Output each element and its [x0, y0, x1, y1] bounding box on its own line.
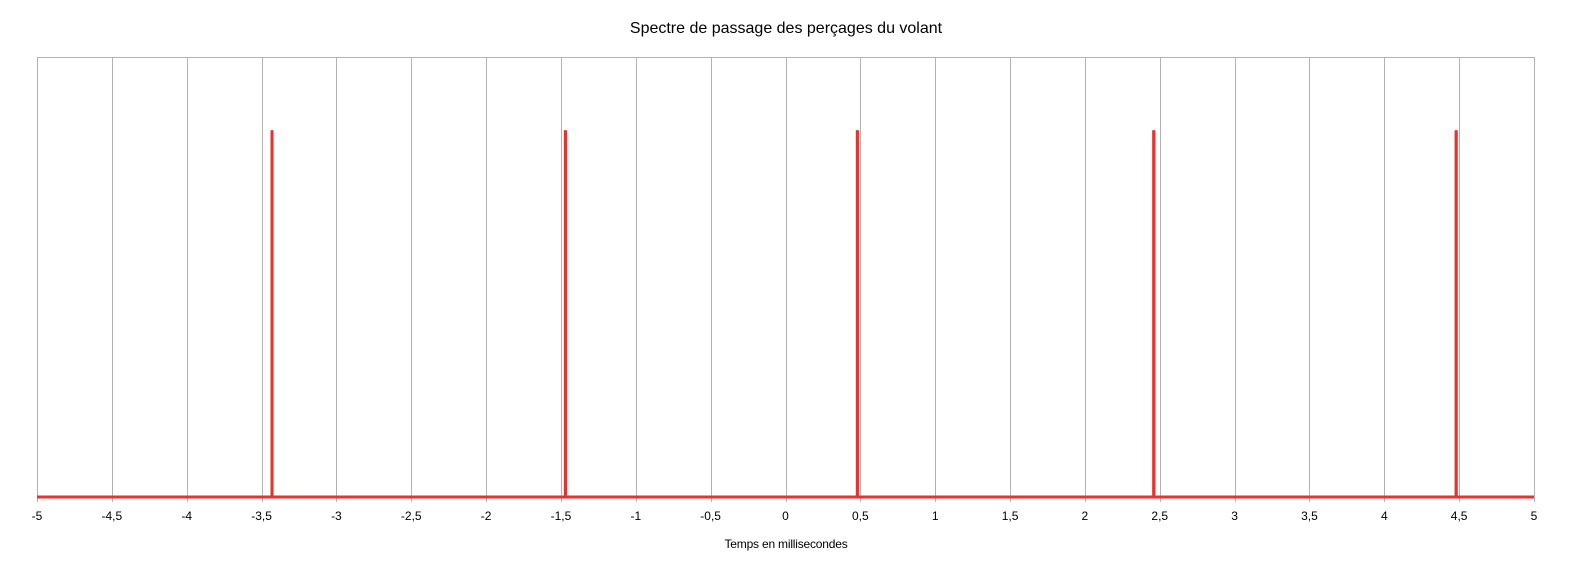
- x-tick-label: -1,5: [551, 509, 572, 523]
- x-tick-label: -0,5: [700, 509, 721, 523]
- x-tick-label: 0: [782, 509, 789, 523]
- x-tick-label: 5: [1531, 509, 1538, 523]
- x-tick-label: -2,5: [401, 509, 422, 523]
- x-tick-label: 0,5: [852, 509, 869, 523]
- x-tick-label: -3: [331, 509, 342, 523]
- x-axis-ticks: -5 -4,5 -4 -3,5 -3 -2,5 -2 -1,5 -1 -0,5 0 0,5 1 1,5 2 2…: [32, 497, 1538, 523]
- x-tick-label: 3,5: [1301, 509, 1318, 523]
- x-tick-label: 1: [932, 509, 939, 523]
- x-tick-label: -5: [32, 509, 43, 523]
- x-tick-label: -4: [181, 509, 192, 523]
- series-layer: [37, 130, 1534, 499]
- chart-title: Spectre de passage des perçages du volan…: [629, 20, 943, 37]
- x-tick-label: -4,5: [102, 509, 123, 523]
- x-axis-label: Temps en millisecondes: [724, 537, 848, 551]
- x-tick-label: -3,5: [251, 509, 272, 523]
- gridlines: [112, 57, 1460, 497]
- x-tick-label: -1: [630, 509, 641, 523]
- x-tick-label: -2: [481, 509, 492, 523]
- x-tick-label: 4,5: [1451, 509, 1468, 523]
- x-tick-label: 1,5: [1002, 509, 1019, 523]
- x-tick-label: 2,5: [1151, 509, 1168, 523]
- x-tick-label: 3: [1231, 509, 1238, 523]
- x-tick-label: 2: [1082, 509, 1089, 523]
- x-tick-label: 4: [1381, 509, 1388, 523]
